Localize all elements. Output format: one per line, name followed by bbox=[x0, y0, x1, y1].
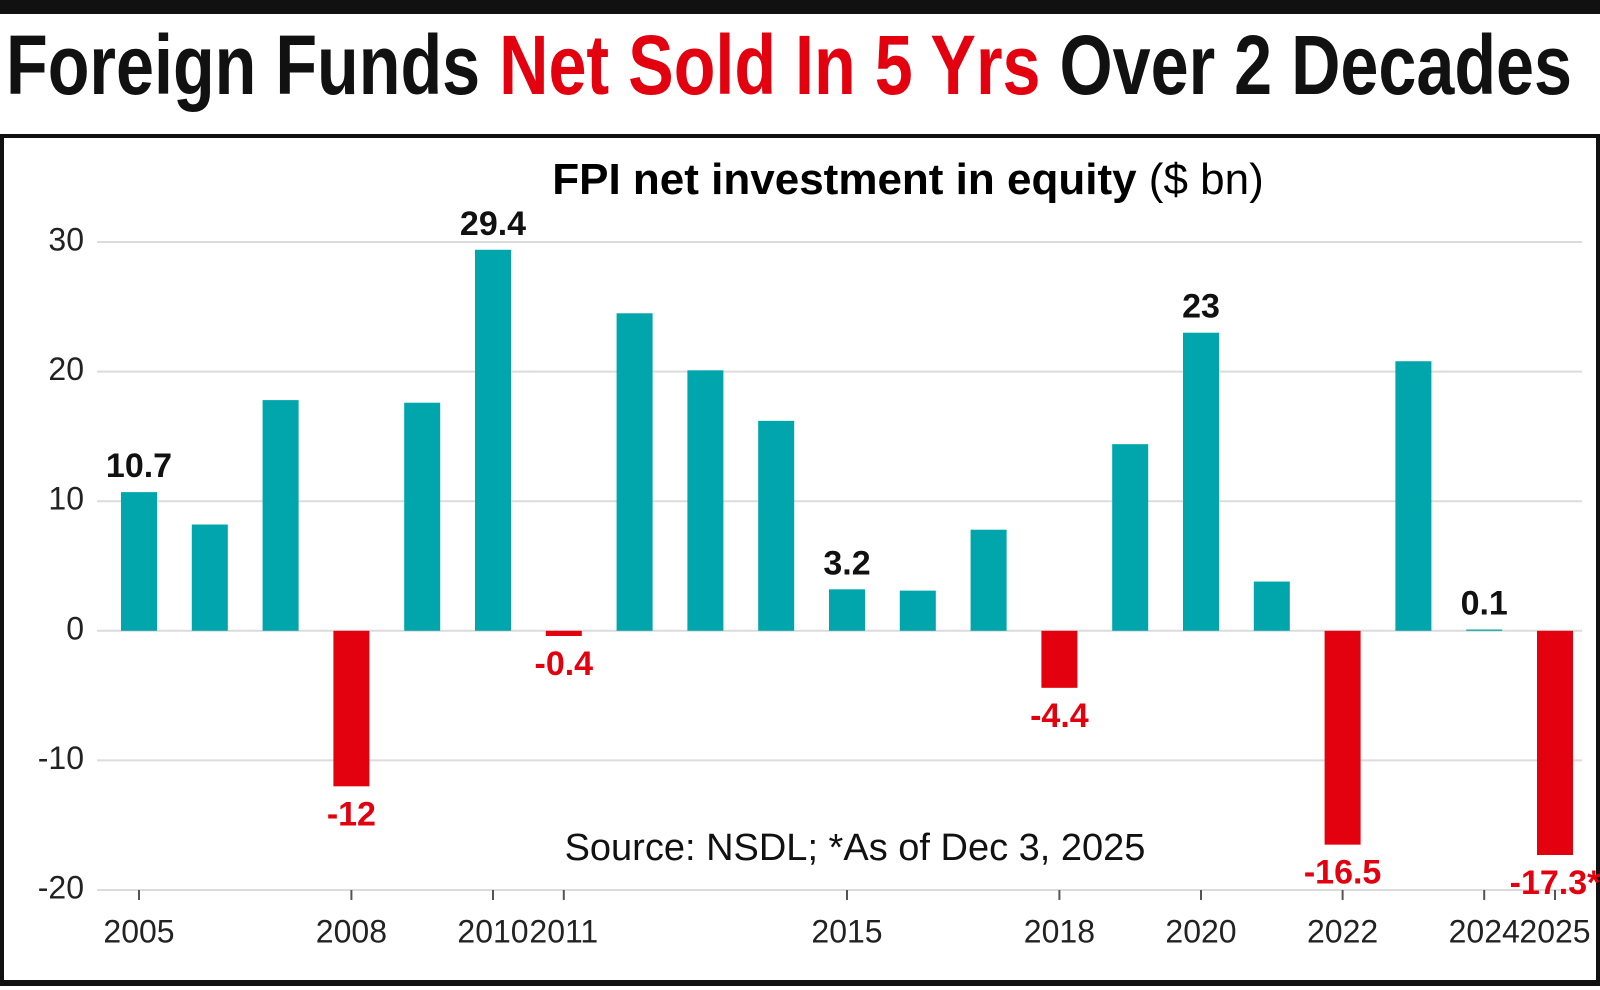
bar bbox=[404, 402, 441, 631]
bar bbox=[970, 529, 1007, 631]
subtitle-text: FPI net investment in equity bbox=[552, 155, 1137, 204]
bar bbox=[1253, 581, 1290, 631]
bottom-rule bbox=[0, 980, 1600, 986]
bar bbox=[121, 492, 157, 631]
y-tick-label: 30 bbox=[48, 221, 84, 257]
data-label: 10.7 bbox=[106, 447, 172, 485]
bar bbox=[262, 400, 299, 631]
bar bbox=[829, 589, 865, 631]
x-tick-label: 2025 bbox=[1519, 913, 1590, 949]
data-label: 3.2 bbox=[823, 544, 870, 582]
bar bbox=[1112, 444, 1149, 631]
title-part: Net Sold In 5 Yrs bbox=[499, 18, 1040, 112]
x-tick-label: 2018 bbox=[1024, 913, 1095, 949]
bar bbox=[475, 249, 511, 631]
plot-area: -20 -10 0 10 20 30 2005 10.7 2008 -12 2010 29.4 2011… bbox=[38, 205, 1600, 950]
x-tick-label: 2015 bbox=[811, 913, 882, 949]
y-tick-label: 20 bbox=[48, 351, 84, 387]
bar bbox=[687, 370, 724, 631]
bar bbox=[1537, 630, 1573, 856]
unit-text: ($ bn) bbox=[1149, 155, 1264, 204]
data-label: 0.1 bbox=[1461, 584, 1508, 622]
bar bbox=[191, 524, 228, 631]
data-label: -0.4 bbox=[535, 645, 594, 683]
x-tick-label: 2022 bbox=[1307, 913, 1378, 949]
top-rule bbox=[0, 0, 1600, 14]
data-label: -16.5 bbox=[1304, 854, 1382, 892]
bar bbox=[1183, 332, 1219, 631]
source-note: Source: NSDL; *As of Dec 3, 2025 bbox=[565, 827, 1146, 869]
y-tick-label: -10 bbox=[38, 740, 84, 776]
x-tick-label: 2005 bbox=[103, 913, 174, 949]
y-tick-label: -20 bbox=[38, 869, 84, 905]
y-tick-label: 0 bbox=[66, 610, 84, 646]
bar bbox=[758, 420, 795, 631]
x-tick-label: 2010 bbox=[457, 913, 528, 949]
data-label: 29.4 bbox=[460, 205, 526, 243]
title-part: Foreign Funds bbox=[6, 18, 480, 112]
y-tick-label: 10 bbox=[48, 481, 84, 517]
bar bbox=[899, 590, 936, 631]
bar bbox=[1324, 630, 1361, 845]
chart-title: Foreign Funds Net Sold In 5 Yrs Over 2 D… bbox=[6, 18, 1572, 112]
x-tick-label: 2024 bbox=[1449, 913, 1520, 949]
bar bbox=[1041, 630, 1078, 688]
bar bbox=[545, 630, 582, 636]
bar bbox=[333, 630, 370, 787]
x-tick-label: 2008 bbox=[316, 913, 387, 949]
x-tick-label: 2011 bbox=[529, 913, 598, 949]
data-label: 23 bbox=[1182, 288, 1220, 326]
data-label: -17.3* bbox=[1510, 864, 1600, 902]
data-label: -12 bbox=[327, 795, 376, 833]
bar bbox=[1395, 361, 1432, 631]
chart-subtitle: FPI net investment in equity ($ bn) bbox=[552, 155, 1264, 204]
x-tick-label: 2020 bbox=[1165, 913, 1236, 949]
bar bbox=[1466, 629, 1503, 631]
bar bbox=[616, 313, 653, 631]
title-part: Over 2 Decades bbox=[1060, 18, 1572, 112]
data-label: -4.4 bbox=[1030, 697, 1089, 735]
